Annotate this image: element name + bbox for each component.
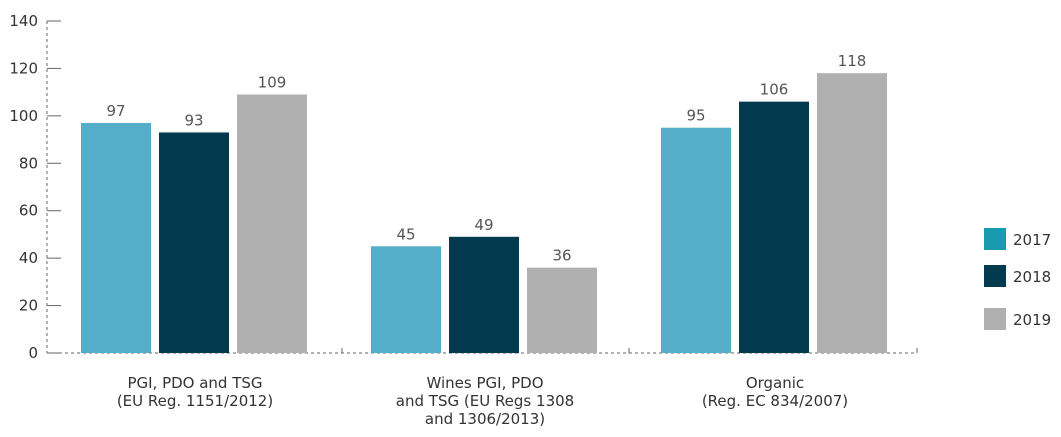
legend: 2017 2018 2019 — [984, 228, 1051, 330]
bars — [81, 73, 887, 354]
category-label: Organic — [746, 374, 804, 392]
data-label: 106 — [760, 81, 789, 99]
data-label: 49 — [474, 216, 493, 234]
bar — [159, 132, 229, 353]
bar — [817, 73, 887, 354]
y-tick-label: 140 — [9, 12, 38, 30]
y-tick-label: 20 — [19, 297, 38, 315]
legend-swatch — [984, 308, 1006, 330]
category-label: (Reg. EC 834/2007) — [702, 392, 848, 410]
category-label: Wines PGI, PDO — [426, 374, 543, 392]
y-tick-label: 60 — [19, 202, 38, 220]
data-label: 36 — [552, 247, 571, 265]
category-label: and TSG (EU Regs 1308 — [396, 392, 574, 410]
legend-label: 2018 — [1013, 268, 1051, 286]
legend-label: 2017 — [1013, 231, 1051, 249]
y-tick-label: 80 — [19, 154, 38, 172]
legend-label: 2019 — [1013, 311, 1051, 329]
data-label: 97 — [106, 102, 125, 120]
bar — [661, 127, 731, 353]
data-label: 93 — [184, 111, 203, 129]
category-label: PGI, PDO and TSG — [127, 374, 262, 392]
bar — [527, 267, 597, 353]
bar — [739, 101, 809, 353]
y-tick-label: 40 — [19, 249, 38, 267]
bar — [237, 94, 307, 353]
legend-swatch — [984, 265, 1006, 287]
bar — [81, 122, 151, 353]
data-label: 118 — [838, 52, 867, 70]
bar — [371, 246, 441, 353]
bar — [449, 236, 519, 353]
y-tick-label: 100 — [9, 107, 38, 125]
data-label: 109 — [258, 74, 287, 92]
category-labels: PGI, PDO and TSG(EU Reg. 1151/2012) Wines… — [117, 374, 848, 428]
data-label: 95 — [686, 107, 705, 125]
data-label: 45 — [396, 225, 415, 243]
legend-swatch — [984, 228, 1006, 250]
category-label: (EU Reg. 1151/2012) — [117, 392, 273, 410]
y-tick-label: 0 — [28, 344, 38, 362]
y-tick-label: 120 — [9, 59, 38, 77]
category-label: and 1306/2013) — [425, 410, 545, 428]
data-labels: 97 45 95 93 49 106 109 36 118 — [106, 52, 866, 264]
